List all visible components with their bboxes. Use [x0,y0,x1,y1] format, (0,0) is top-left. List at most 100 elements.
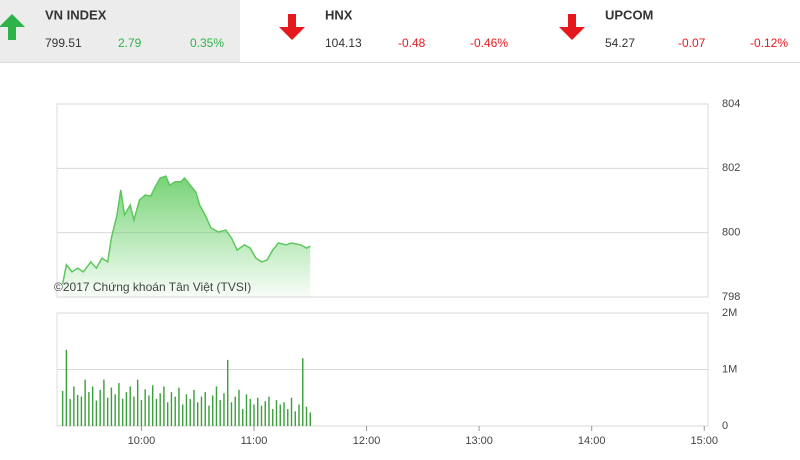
watermark: ©2017 Chứng khoán Tân Việt (TVSI) [54,280,251,294]
volume-bar [215,386,218,426]
x-tick-label: 12:00 [353,435,381,447]
x-tick-label: 14:00 [578,435,606,447]
volume-bar [223,393,225,426]
volume-bar [227,359,229,426]
volume-bar [114,394,116,426]
index-percent: 0.35% [190,36,224,50]
volume-bar [268,396,270,426]
volume-bar [200,396,203,426]
volume-bar [249,398,251,426]
volume-bar [298,404,300,426]
index-name: VN INDEX [45,7,107,22]
volume-bar [260,405,263,426]
y-tick-label: 1M [722,363,737,375]
price-area [62,176,311,297]
volume-bar [140,400,143,426]
volume-bar [245,394,248,426]
volume-bar [136,379,139,426]
index-value: 799.51 [45,36,82,50]
volume-bar [193,389,195,426]
index-highlight [0,0,240,62]
volume-bar [264,401,266,426]
price-line [61,175,311,285]
volume-bar [110,387,113,426]
index-change: -0.07 [678,36,706,50]
volume-bar [234,396,236,426]
volume-bar [283,402,285,426]
volume-bar [238,389,240,426]
volume-bar [103,379,105,426]
y-tick-label: 800 [722,227,740,239]
volume-bar [73,386,75,426]
direction-arrow [559,14,585,40]
volume-bar [257,397,259,426]
volume-bar [144,389,146,426]
volume-bar [118,383,120,426]
index-name: HNX [325,7,353,22]
y-tick-label: 798 [722,291,740,303]
index-value: 104.13 [325,36,362,50]
volume-bar [88,392,90,426]
volume-bar [69,398,71,426]
volume-bar [197,402,199,426]
volume-bar [129,386,131,426]
y-tick-label: 0 [722,420,728,432]
index-value: 54.27 [605,36,635,50]
volume-bar [178,387,180,426]
volume-bar [76,394,79,426]
index-name: UPCOM [605,7,653,22]
volume-bar [151,385,154,426]
volume-bar [95,400,98,426]
volume-bar [133,396,135,426]
volume-bar [99,389,101,426]
x-tick-label: 10:00 [128,435,156,447]
volume-bar [212,395,214,426]
volume-bar [305,406,308,426]
volume-bar [275,400,278,426]
volume-bar [181,404,184,426]
volume-bar [80,396,83,426]
volume-bar [309,412,311,426]
volume-bar [121,398,124,426]
volume-bar [159,393,161,426]
volume-bar [290,397,293,426]
volume-bar [166,402,169,426]
volume-bar [204,392,206,426]
volume-bar [189,398,191,426]
volume-bar [106,397,109,426]
volume-bar [253,404,255,426]
volume-bar [170,392,173,426]
index-percent: -0.46% [470,36,508,50]
index-change: 2.79 [118,36,142,50]
volume-bar [174,396,176,426]
volume-bar [294,411,296,426]
volume-bar [219,400,221,426]
y-tick-label: 802 [722,162,740,174]
volume-bar [155,398,158,426]
direction-arrow [0,14,25,40]
x-tick-label: 11:00 [241,435,268,447]
volume-bar [185,394,188,426]
y-tick-label: 804 [722,98,740,110]
volume-bar [302,358,304,426]
volume-bar [65,349,68,426]
volume-bar [208,405,210,426]
volume-bar [287,409,289,426]
volume-bar [242,409,244,426]
x-tick-label: 15:00 [690,435,718,447]
volume-bar [84,379,86,426]
volume-bar [61,390,64,426]
x-tick-label: 13:00 [465,435,493,447]
volume-bar [279,404,281,426]
volume-bar [125,392,128,426]
volume-bar [91,386,94,426]
volume-bar [148,395,150,426]
volume-bar [272,409,274,426]
index-change: -0.48 [398,36,426,50]
index-percent: -0.12% [750,36,788,50]
volume-bar [163,386,165,426]
direction-arrow [279,14,305,40]
y-tick-label: 2M [722,307,737,319]
volume-bar [230,402,233,426]
